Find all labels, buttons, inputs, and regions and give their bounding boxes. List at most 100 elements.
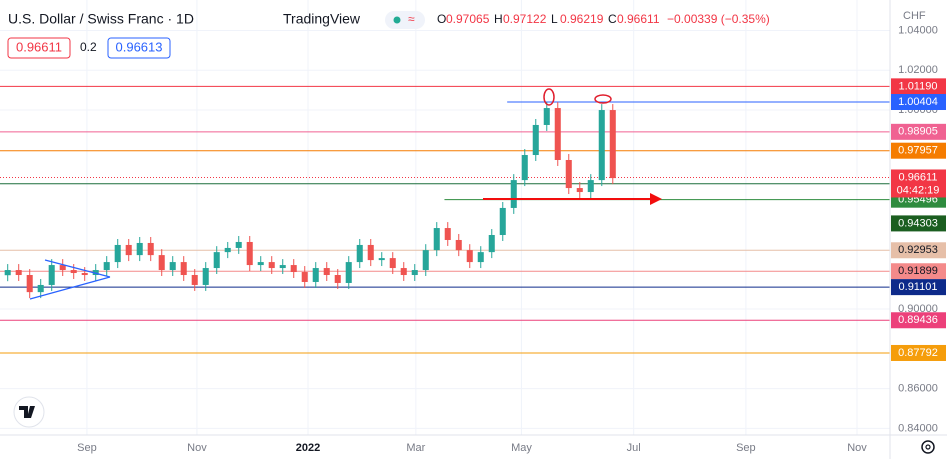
y-tick-label: 0.86000 <box>898 383 938 395</box>
currency[interactable]: CHF <box>903 10 926 22</box>
candles <box>4 102 616 299</box>
candle-body <box>323 268 330 276</box>
price-label: 0.97957 <box>898 145 938 157</box>
x-tick-label: Nov <box>847 442 867 454</box>
ohlc-value: 0.97065 <box>446 12 490 26</box>
candle-body <box>147 242 154 256</box>
candle-body <box>59 265 66 271</box>
header: U.S. Dollar / Swiss Franc · 1D TradingVi… <box>7 10 926 59</box>
candle-body <box>213 252 220 269</box>
y-tick-label: 0.84000 <box>898 422 938 434</box>
price-box <box>891 312 946 329</box>
axes: 1.040001.020001.000000.900000.860000.840… <box>77 24 946 454</box>
candle-body <box>378 258 385 261</box>
candle-body <box>92 270 99 276</box>
price-label: 0.96611 <box>899 171 938 183</box>
candle-body <box>246 241 253 266</box>
candle-body <box>477 252 484 263</box>
price-box <box>891 215 946 232</box>
candle-body <box>301 272 308 282</box>
candle-body <box>81 273 88 276</box>
ohlc-key: L <box>551 12 558 26</box>
candle-body <box>587 180 594 193</box>
price-box <box>891 78 946 95</box>
candle-body <box>257 262 264 266</box>
candle-body <box>169 262 176 271</box>
bid: 0.96611 <box>16 39 62 54</box>
y-tick-label: 1.02000 <box>898 64 938 76</box>
price-box <box>891 242 946 259</box>
candle-body <box>345 262 352 283</box>
x-tick-label: 2022 <box>296 442 320 454</box>
candle-body <box>37 284 44 293</box>
candle-body <box>433 228 440 251</box>
candle-body <box>455 239 462 251</box>
candle-body <box>565 159 572 189</box>
candle-body <box>367 244 374 261</box>
candle-body <box>224 247 231 253</box>
candle-body <box>532 124 539 156</box>
candle-body <box>158 255 165 271</box>
candle-body <box>268 262 275 269</box>
price-box <box>891 263 946 280</box>
annotations <box>29 88 662 300</box>
price-label: 0.92953 <box>898 244 938 256</box>
ohlc-value: 0.97122 <box>503 12 547 26</box>
peak-circle <box>543 88 555 106</box>
candle-body <box>312 268 319 282</box>
ask-box[interactable] <box>107 37 171 59</box>
x-tick-label: Jul <box>627 442 641 454</box>
ohlc-key: C <box>608 12 617 26</box>
candle-body <box>15 270 22 276</box>
ohlc-key: O <box>437 12 446 26</box>
candle-body <box>466 250 473 263</box>
grid <box>0 0 890 435</box>
price-label: 0.87792 <box>898 347 938 359</box>
candle-body <box>26 275 33 293</box>
candle-body <box>70 270 77 274</box>
candle-body <box>4 270 11 276</box>
x-tick-label: Mar <box>406 442 425 454</box>
candle-body <box>356 244 363 263</box>
candle-body <box>554 108 561 160</box>
candle-body <box>114 244 121 263</box>
price-label: 0.94303 <box>898 217 938 229</box>
countdown: 04:42:19 <box>897 184 940 196</box>
price-box <box>891 142 946 159</box>
x-tick-label: Nov <box>187 442 207 454</box>
candle-body <box>444 228 451 240</box>
candle-body <box>334 275 341 283</box>
settings-icon[interactable] <box>921 440 935 454</box>
price-label: 0.91899 <box>898 265 938 277</box>
triangle-line <box>44 259 111 278</box>
peak-circle <box>594 94 612 104</box>
symbol: U.S. Dollar / Swiss Franc · 1D <box>8 11 194 27</box>
candle-body <box>180 262 187 276</box>
price-box <box>891 169 946 198</box>
candle-body <box>400 268 407 276</box>
candle-body <box>510 180 517 208</box>
spread: 0.2 <box>80 40 97 54</box>
ohlc-value: 0.96611 <box>617 12 660 26</box>
candle-body <box>499 207 506 236</box>
candle-body <box>576 188 583 193</box>
candle-body <box>411 270 418 276</box>
x-tick-label: May <box>511 442 532 454</box>
candle-body <box>290 265 297 273</box>
price-label: 0.98905 <box>898 126 938 138</box>
price-box <box>891 94 946 111</box>
y-tick-label: 0.90000 <box>898 303 938 315</box>
price-label: 0.89436 <box>898 314 938 326</box>
candle-body <box>125 244 132 256</box>
change: −0.00339 (−0.35%) <box>667 12 770 26</box>
candle-body <box>609 110 616 179</box>
candle-body <box>422 250 429 271</box>
price-box <box>891 344 946 361</box>
candle-body <box>521 155 528 181</box>
status-pill[interactable] <box>385 11 425 29</box>
bid-box[interactable] <box>7 37 71 59</box>
candle-body <box>598 110 605 181</box>
candle-body <box>543 108 550 125</box>
